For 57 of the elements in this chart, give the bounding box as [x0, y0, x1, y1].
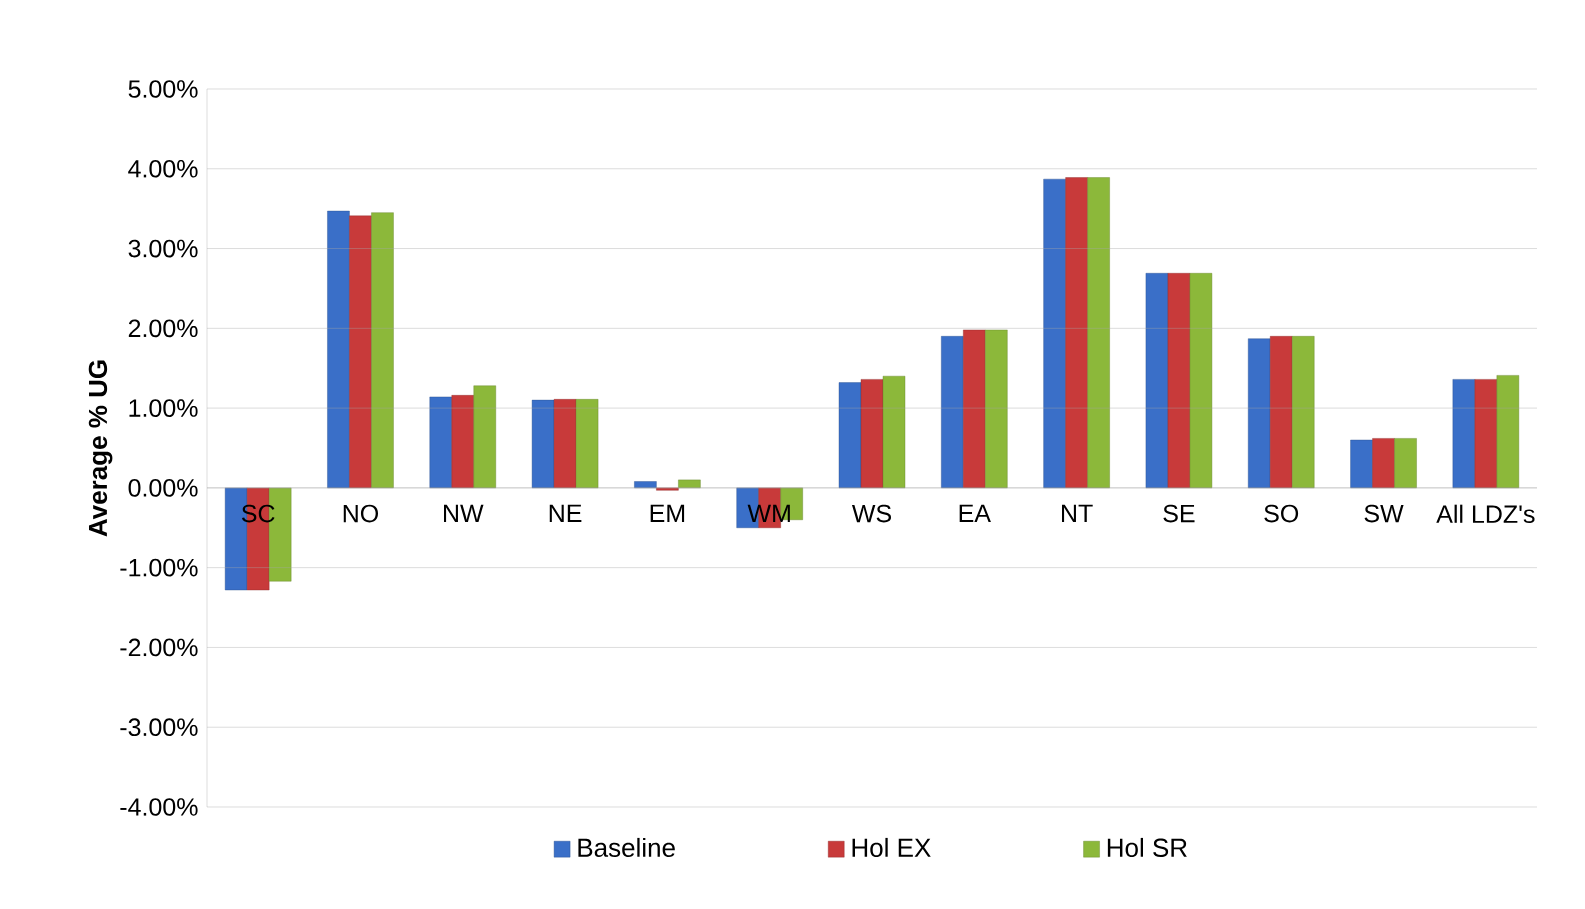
- bar: [1043, 178, 1066, 489]
- bar: [371, 212, 394, 489]
- x-tick-label: SE: [1163, 504, 1195, 523]
- x-tick-label: WS: [851, 504, 891, 523]
- bar: [1167, 273, 1191, 489]
- x-tick-label: NW: [444, 504, 484, 522]
- y-tick-label: -2.00%: [120, 638, 198, 657]
- bar: [349, 215, 372, 489]
- y-tick-label: 1.00%: [129, 399, 198, 417]
- bar: [1474, 379, 1498, 489]
- legend-label: Baseline: [578, 837, 675, 857]
- bar: [531, 399, 555, 489]
- x-tick-label: SW: [1364, 504, 1404, 523]
- bar: [1248, 338, 1271, 489]
- bar: [941, 336, 964, 489]
- bar: [553, 399, 577, 489]
- y-tick-label: 4.00%: [128, 159, 198, 178]
- bar: [882, 375, 906, 489]
- x-tick-label: EM: [650, 504, 685, 522]
- bar: [1145, 273, 1169, 489]
- y-tick-label: -4.00%: [120, 798, 198, 816]
- y-axis-title: Average % UG: [88, 360, 113, 537]
- bar: [1452, 379, 1476, 489]
- bar: [678, 479, 701, 489]
- bar: [634, 481, 657, 489]
- bar: [1394, 438, 1417, 489]
- y-tick-label: -3.00%: [120, 718, 198, 737]
- y-tick-label: 3.00%: [128, 239, 198, 258]
- y-tick-label: -1.00%: [120, 558, 198, 577]
- bar: [327, 210, 350, 489]
- x-tick-label: SO: [1264, 504, 1299, 523]
- bar: [1065, 177, 1088, 489]
- bar: [860, 379, 884, 489]
- bar: [1087, 177, 1110, 489]
- bar: [429, 396, 452, 489]
- x-tick-label: NE: [549, 504, 582, 522]
- bar: [1372, 438, 1395, 489]
- y-tick-label: 2.00%: [128, 319, 198, 338]
- bar: [838, 382, 862, 489]
- bar: [575, 399, 599, 489]
- bar: [963, 329, 986, 489]
- y-tick-label: 0.00%: [128, 479, 198, 497]
- bar: [985, 329, 1008, 489]
- bar: [451, 395, 474, 489]
- x-tick-label: EA: [959, 504, 991, 522]
- bar: [1350, 439, 1373, 489]
- bar: [1292, 336, 1315, 489]
- bar: [473, 385, 496, 489]
- x-tick-label: NT: [1062, 504, 1093, 522]
- y-tick-label: 5.00%: [128, 80, 198, 98]
- bar: [1270, 336, 1293, 489]
- bar: [1496, 375, 1520, 489]
- x-tick-label: NO: [343, 504, 379, 523]
- bar: [1189, 273, 1213, 489]
- legend-label: Hol EX: [852, 837, 931, 857]
- legend-label: Hol SR: [1107, 837, 1187, 857]
- x-tick-label: All LDZ's: [1436, 504, 1535, 524]
